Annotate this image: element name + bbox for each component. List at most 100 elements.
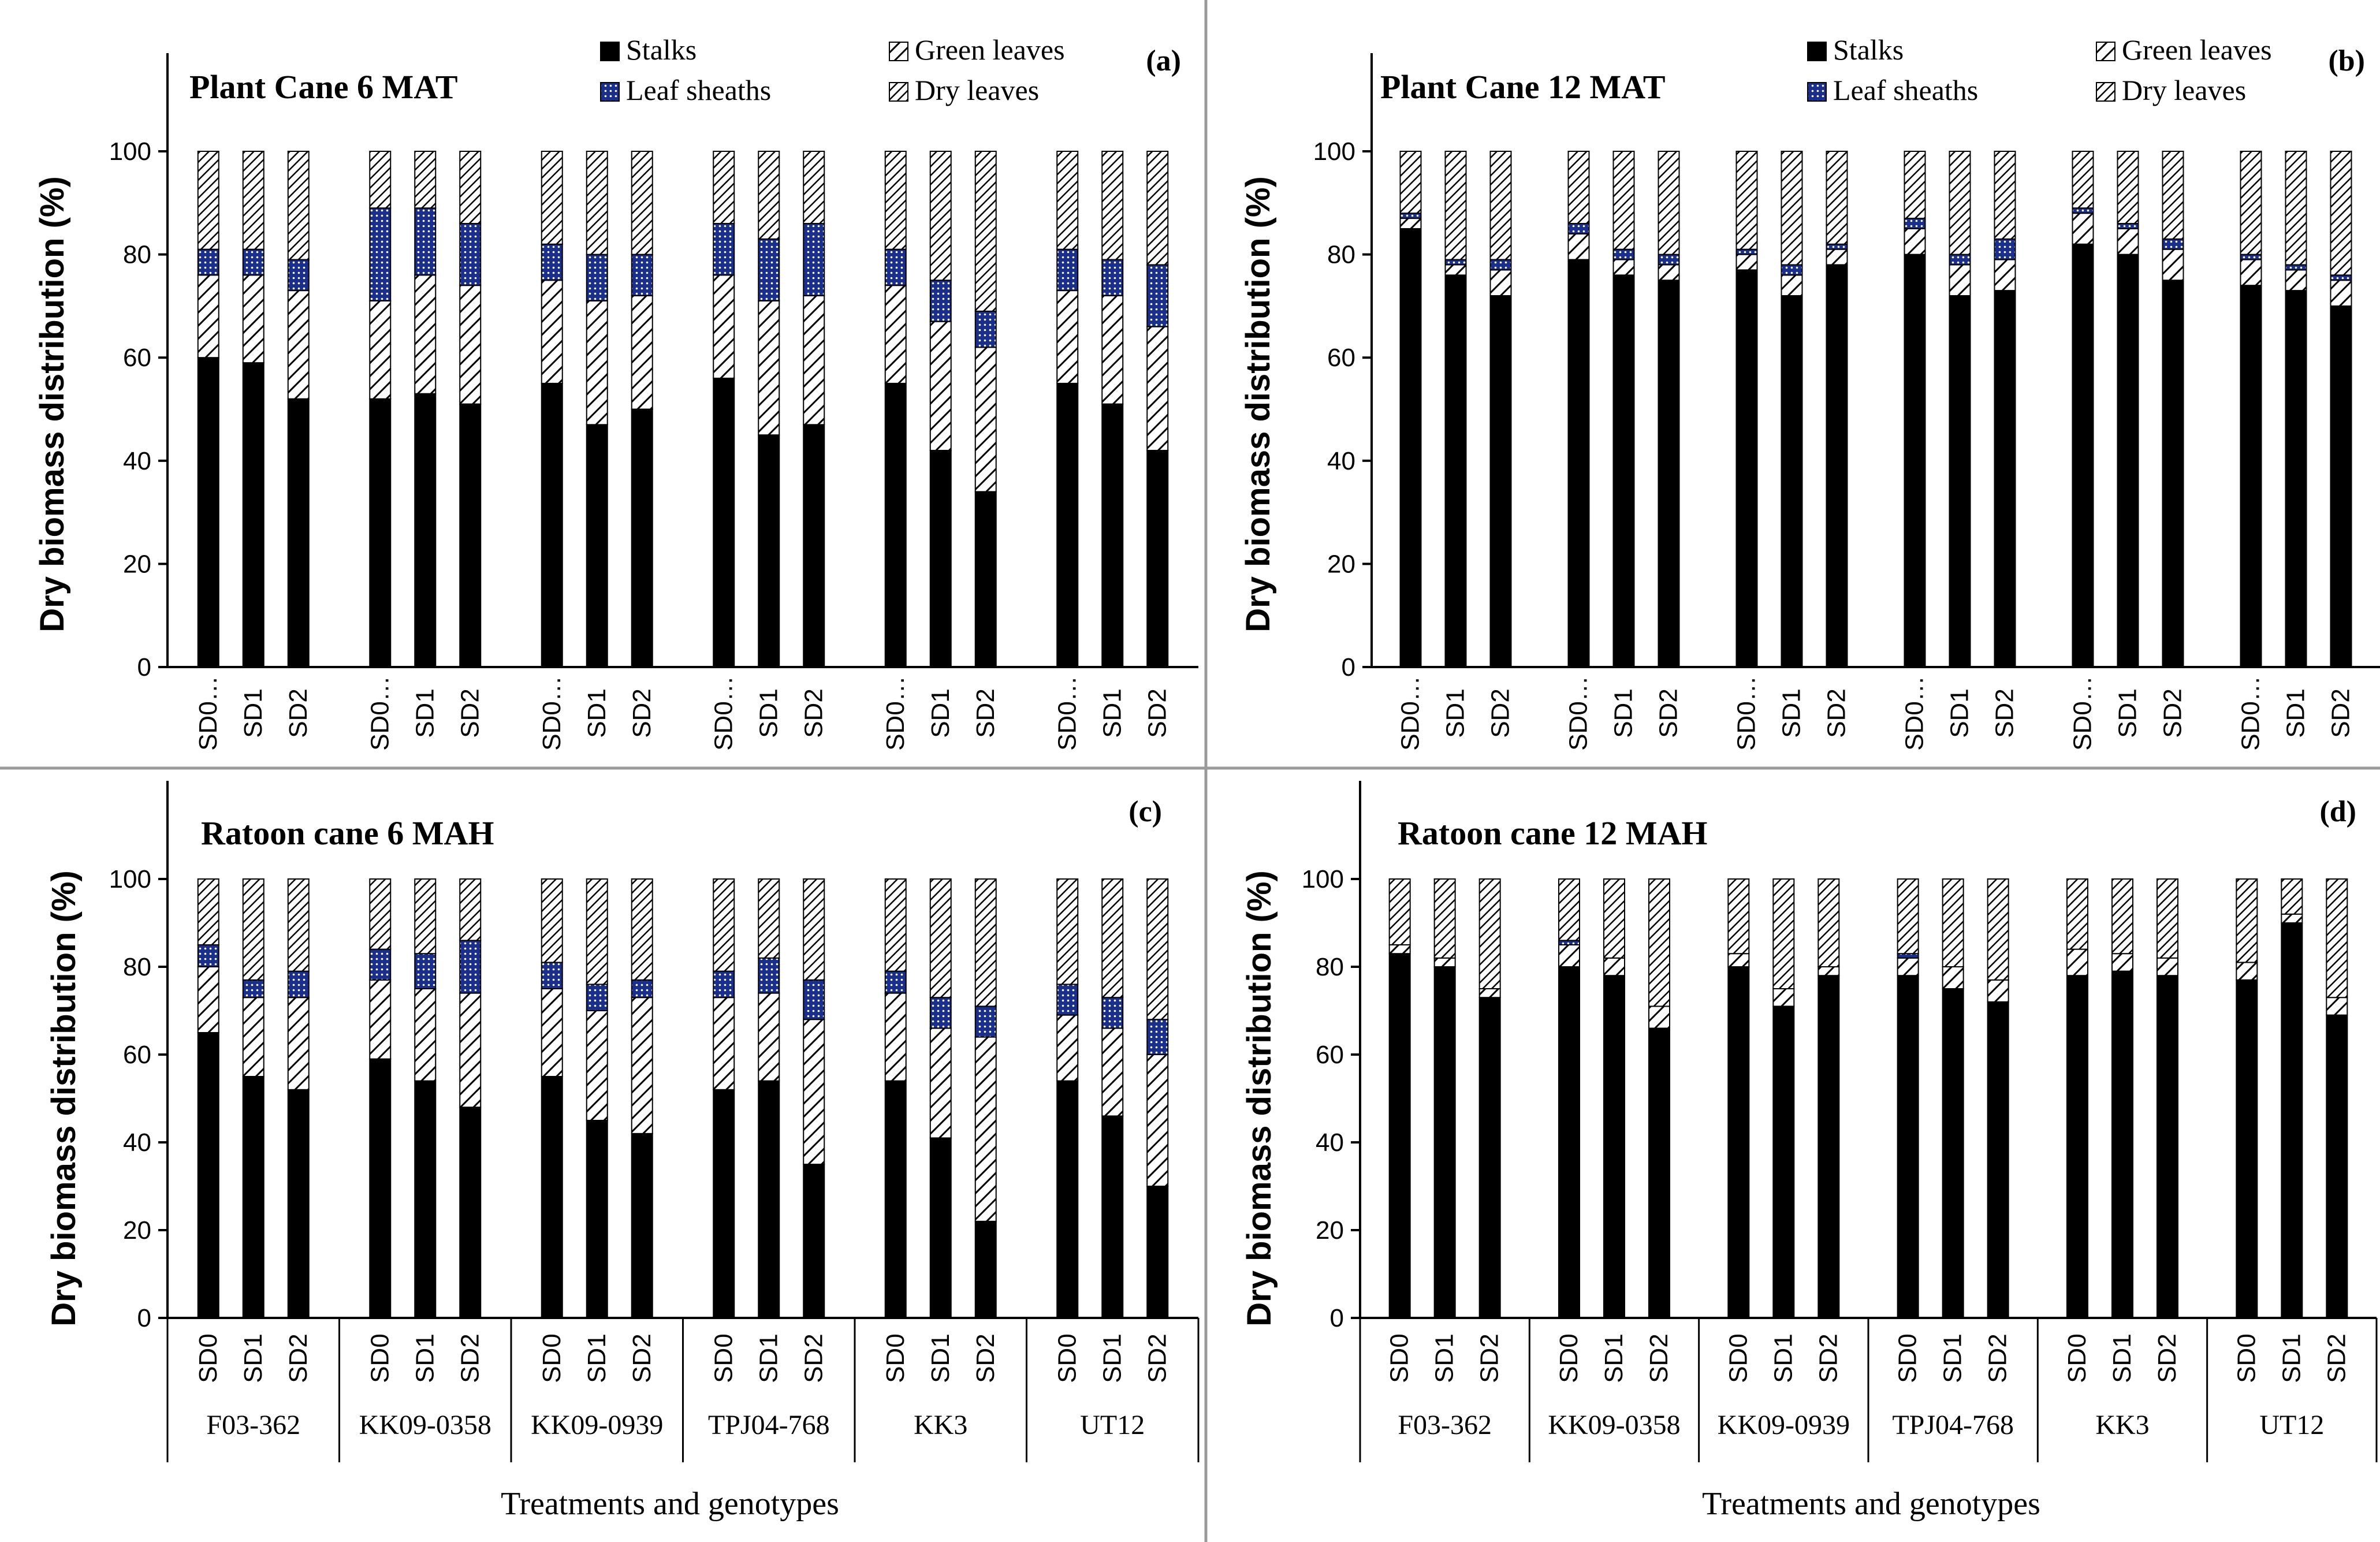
bar-segment-leaf-sheaths [2240, 254, 2262, 260]
bar-segment-leaf-sheaths [1897, 953, 1919, 959]
x-tick-label: SD1 [1431, 1334, 1459, 1383]
bar-segment-green-leaves [242, 997, 265, 1078]
chart-panel-3: 0 20 40 60 80 100 Dry biomass distribution (%)… [45, 781, 1200, 1522]
bar-segment-stalks [1727, 966, 1750, 1318]
bar-segment-stalks [369, 398, 392, 668]
x-tick-label: SD0 [2232, 1334, 2260, 1383]
bar-segment-green-leaves [631, 997, 653, 1134]
bar-segment-leaf-sheaths [541, 962, 563, 989]
bar-segment-dry-leaves [369, 878, 392, 950]
bar-segment-leaf-sheaths [803, 223, 825, 297]
bar-segment-dry-leaves [1478, 878, 1501, 989]
y-tick-label: 0 [1342, 653, 1355, 681]
bar-segment-dry-leaves [2072, 151, 2094, 209]
x-tick-label: SD2 [971, 688, 1000, 738]
bar-segment-green-leaves [2066, 948, 2088, 977]
x-tick-label: SD1 [1442, 688, 1470, 738]
bar-segment-leaf-sheaths [713, 223, 735, 276]
x-tick-label: SD2 [456, 1334, 484, 1383]
bar-segment-stalks [758, 1080, 780, 1318]
bar-segment-leaf-sheaths [929, 997, 952, 1029]
bar-segment-green-leaves [1433, 957, 1456, 967]
bar-segment-green-leaves [541, 280, 563, 384]
bar-segment-leaf-sheaths [1949, 254, 1971, 266]
legend-item-1: Green leaves [889, 33, 1065, 66]
bar-segment-green-leaves [2117, 228, 2139, 255]
legend-swatch [600, 42, 620, 61]
legend-swatch [2096, 82, 2115, 102]
bar-segment-dry-leaves [2156, 878, 2178, 959]
bar-segment-green-leaves [2285, 269, 2307, 292]
bar-segment-stalks [2285, 290, 2307, 668]
genotype-label: KK3 [2095, 1410, 2149, 1440]
bar-segment-stalks [1897, 975, 1919, 1318]
legend-label: Leaf sheaths [1833, 74, 1978, 106]
x-tick-label: SD2 [1476, 1334, 1504, 1383]
bar-segment-dry-leaves [1612, 151, 1635, 250]
bar-segment-stalks [1942, 988, 1964, 1318]
x-axis-label: Treatments and genotypes [1702, 1486, 2040, 1522]
bar-segment-stalks [803, 424, 825, 668]
x-tick-label: SD2 [1814, 1334, 1842, 1383]
y-tick-label: 20 [1316, 1216, 1344, 1245]
y-tick-label: 80 [123, 953, 151, 981]
legend-label: Stalks [1833, 33, 1904, 66]
x-tick-label: SD2 [1823, 688, 1851, 738]
x-tick-label: SD2 [799, 688, 828, 738]
bar-segment-leaf-sheaths [1567, 223, 1590, 234]
bar-segment-stalks [1994, 290, 2016, 668]
bar-segment-leaf-sheaths [2072, 207, 2094, 214]
x-tick-label: SD0 [194, 1334, 222, 1383]
bar-segment-dry-leaves [2285, 151, 2307, 266]
bar-segment-stalks [1735, 269, 1758, 668]
y-axis-label: Dry biomass distribution (%) [1239, 176, 1277, 632]
bar-segment-stalks [197, 1032, 219, 1318]
bar-segment-green-leaves [287, 997, 310, 1090]
panel-label: (a) [1146, 44, 1181, 77]
bar-segment-green-leaves [1478, 988, 1501, 999]
bar-segment-leaf-sheaths [1612, 248, 1635, 260]
bar-segment-dry-leaves [758, 878, 780, 959]
x-tick-label: SD1 [926, 688, 955, 738]
bar-segment-stalks [242, 362, 265, 668]
bar-segment-stalks [929, 1137, 952, 1319]
bar-segment-dry-leaves [974, 878, 997, 1007]
x-tick-label: SD0… [366, 676, 394, 751]
bar-segment-leaf-sheaths [758, 238, 780, 301]
bar-segment-green-leaves [1772, 988, 1795, 1007]
bar-segment-green-leaves [758, 300, 780, 436]
bar-segment-green-leaves [2236, 962, 2258, 981]
bar-segment-dry-leaves [1942, 878, 1964, 967]
x-tick-label: SD2 [1143, 1334, 1171, 1383]
bar-segment-green-leaves [197, 966, 219, 1033]
y-tick-label: 0 [137, 653, 151, 681]
legend-label: Stalks [626, 33, 697, 66]
bar-segment-leaf-sheaths [1994, 238, 2016, 260]
bar-segment-green-leaves [1817, 966, 1840, 977]
bar-segment-stalks [586, 1120, 608, 1318]
bar-segment-dry-leaves [1648, 878, 1670, 1007]
bar-segment-leaf-sheaths [1101, 259, 1124, 297]
x-tick-label: SD1 [239, 1334, 267, 1383]
bar-segment-stalks [1603, 975, 1625, 1318]
bar-segment-dry-leaves [929, 878, 952, 999]
bar-segment-green-leaves [2111, 953, 2133, 972]
bar-segment-dry-leaves [541, 151, 563, 245]
bar-segment-dry-leaves [2066, 878, 2088, 950]
bar-segment-stalks [1817, 975, 1840, 1318]
genotype-label: TPJ04-768 [1892, 1410, 2014, 1440]
x-tick-label: SD1 [754, 1334, 783, 1383]
bar-segment-dry-leaves [2111, 878, 2133, 955]
genotype-label: KK3 [914, 1410, 967, 1440]
bar-segment-leaf-sheaths [1146, 1019, 1169, 1056]
bar-segment-green-leaves [1146, 1054, 1169, 1187]
bar-segment-green-leaves [713, 997, 735, 1090]
x-tick-label: SD1 [2277, 1334, 2305, 1383]
bar-segment-green-leaves [1489, 269, 1512, 297]
chart-panel-1: 0 20 40 60 80 100 Dry biomass distribution (%)… [33, 33, 1198, 751]
bar-segment-leaf-sheaths [1399, 213, 1422, 219]
bar-segment-dry-leaves [1826, 151, 1848, 245]
x-tick-label: SD0 [366, 1334, 394, 1383]
bar-segment-stalks [1612, 274, 1635, 668]
bar-segment-green-leaves [1897, 957, 1919, 977]
